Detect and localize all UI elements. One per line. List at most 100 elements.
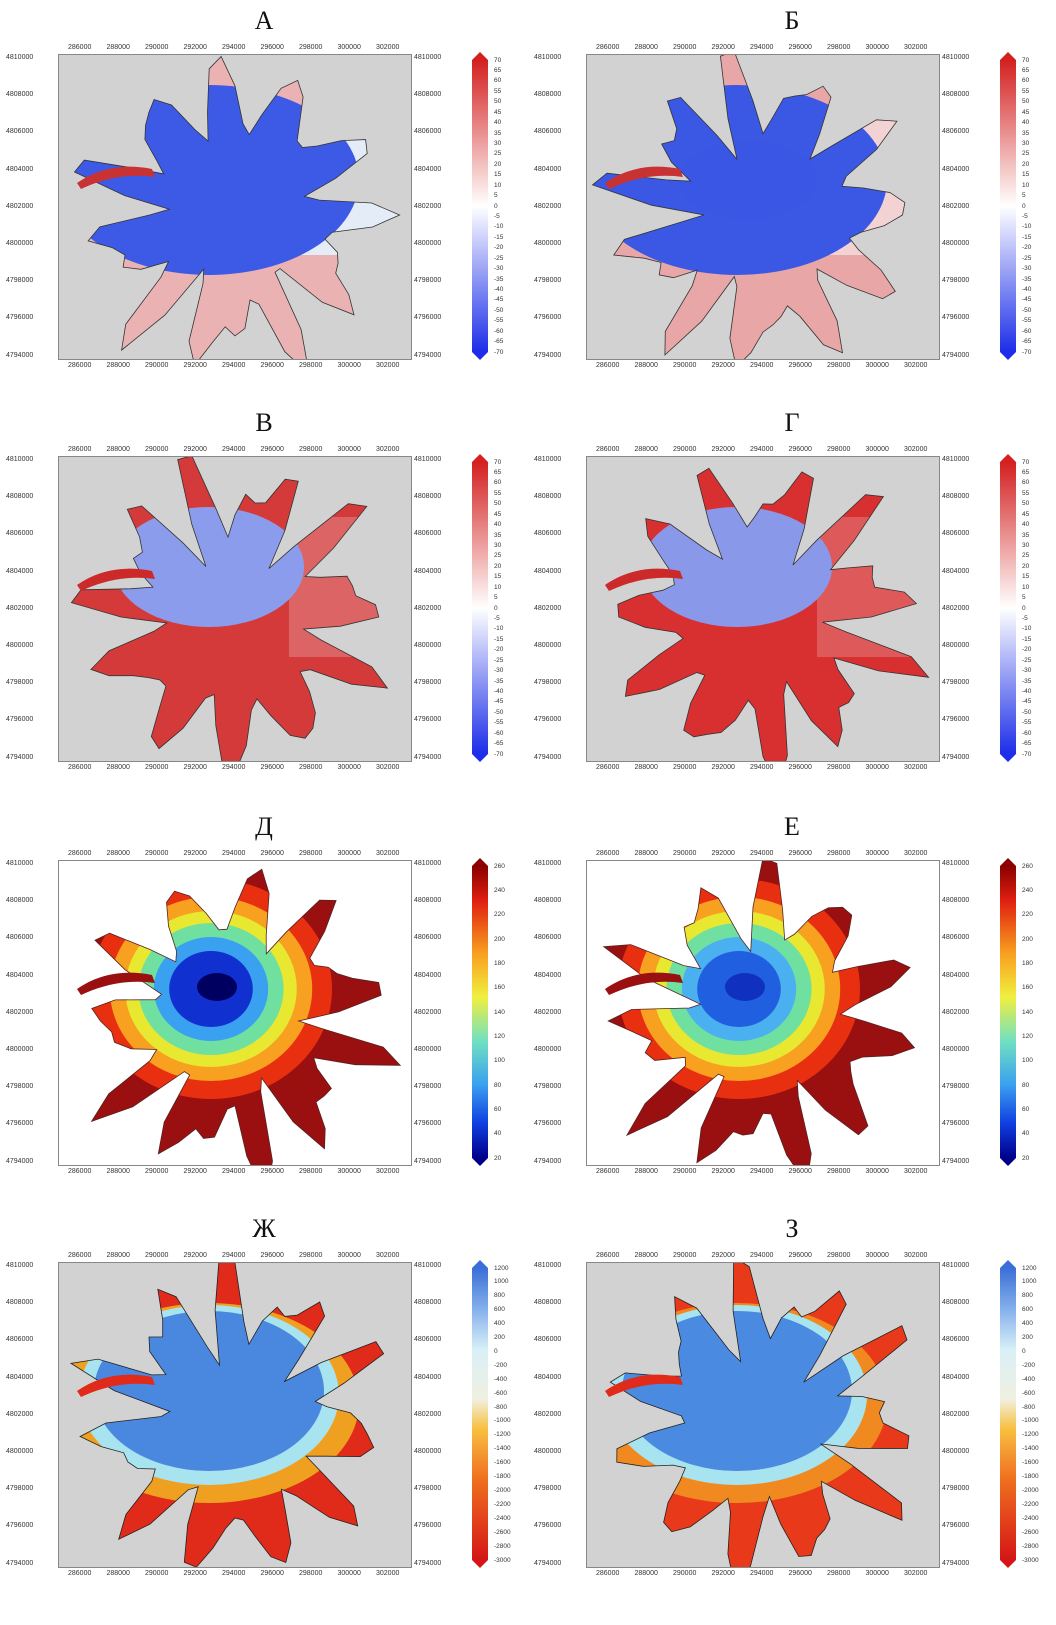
x-tick-label: 300000	[865, 1168, 889, 1175]
x-tick-label: 294000	[750, 1168, 774, 1175]
x-tick-label: 296000	[260, 1252, 284, 1259]
colorbar-gradient	[1000, 462, 1016, 754]
y-tick-label: 4804000	[942, 567, 970, 575]
map-panel: Д 286000 286000 288000 288000 290000 290000 292…	[0, 806, 528, 1212]
y-tick-label: 4810000	[942, 54, 970, 61]
x-tick-label: 286000	[68, 764, 92, 771]
colorbar-label: 50	[494, 98, 502, 106]
colorbar-label: -400	[1022, 1375, 1036, 1383]
colorbar-label: 60	[1022, 1105, 1030, 1113]
glacier-tongue	[605, 166, 683, 189]
x-tick-label: 288000	[634, 850, 658, 857]
x-tick-label: 302000	[904, 850, 928, 857]
x-tick-label: 286000	[68, 1168, 92, 1175]
colorbar	[1000, 858, 1016, 1166]
y-tick-label: 4808000	[6, 897, 34, 905]
colorbar-label: -40	[1022, 285, 1032, 293]
x-tick-label: 288000	[634, 362, 658, 369]
x-tick-label: 290000	[145, 362, 169, 369]
y-tick-label: 4802000	[942, 1008, 970, 1016]
x-tick-label: 298000	[299, 446, 323, 453]
y-tick-label: 4794000	[942, 1157, 970, 1165]
colorbar-label: -800	[1022, 1403, 1036, 1411]
x-tick-label: 298000	[299, 1570, 323, 1577]
y-tick-label: 4794000	[534, 1157, 562, 1165]
map-panel: Г 286000 286000 288000 288000 290000 290000 292…	[528, 402, 1056, 808]
y-tick-label: 4796000	[6, 314, 34, 322]
colorbar-gradient	[472, 1268, 488, 1560]
colorbar-label: -60	[1022, 327, 1032, 335]
x-tick-label: 292000	[183, 1570, 207, 1577]
y-tick-label: 4796000	[6, 1120, 34, 1128]
x-tick-label: 302000	[904, 362, 928, 369]
x-tick-label: 300000	[865, 446, 889, 453]
colorbar-label: -45	[1022, 296, 1032, 304]
map-plot	[586, 456, 940, 762]
colorbar-label: -600	[1022, 1389, 1036, 1397]
colorbar-label: 30	[1022, 139, 1030, 147]
colorbar-label: -70	[1022, 348, 1032, 356]
x-tick-label: 286000	[596, 1570, 620, 1577]
colorbar-label: 35	[494, 531, 502, 539]
y-tick-label: 4798000	[942, 679, 970, 687]
colorbar-label: 5	[1022, 192, 1026, 200]
colorbar-label: -15	[1022, 233, 1032, 241]
y-tick-label: 4810000	[534, 54, 562, 61]
x-tick-label: 300000	[337, 764, 361, 771]
y-tick-label: 4798000	[414, 1485, 442, 1493]
y-tick-label: 4804000	[942, 1373, 970, 1381]
y-tick-label: 4800000	[942, 642, 970, 649]
y-tick-label: 4804000	[534, 567, 562, 575]
colorbar-label: 200	[494, 1334, 505, 1342]
y-tick-label: 4808000	[942, 91, 970, 99]
y-tick-label: 4802000	[6, 202, 34, 210]
x-tick-label: 288000	[634, 1252, 658, 1259]
colorbar-min-arrow	[1000, 352, 1016, 360]
x-tick-label: 290000	[673, 44, 697, 51]
y-tick-label: 4798000	[414, 679, 442, 687]
y-tick-label: 4808000	[6, 91, 34, 99]
north-core	[149, 140, 289, 220]
colorbar-label: -10	[1022, 223, 1032, 231]
colorbar-label: 40	[1022, 1130, 1030, 1138]
y-tick-label: 4794000	[6, 1157, 34, 1165]
colorbar	[1000, 1260, 1016, 1568]
x-tick-label: 298000	[827, 1252, 851, 1259]
colorbar-label: 60	[1022, 479, 1030, 487]
map-panel: З 286000 286000 288000 288000 290000 290000 292…	[528, 1208, 1056, 1614]
colorbar-label: 60	[494, 1105, 502, 1113]
y-tick-label: 4806000	[6, 934, 34, 942]
x-tick-label: 296000	[260, 1570, 284, 1577]
colorbar-label: 260	[494, 862, 505, 870]
colorbar-label: 60	[494, 479, 502, 487]
colorbar-min-arrow	[472, 754, 488, 762]
panel-title: Е	[784, 812, 800, 841]
colorbar-label: 100	[1022, 1057, 1033, 1065]
colorbar-label: -50	[1022, 708, 1032, 716]
x-tick-label: 300000	[337, 362, 361, 369]
y-tick-label: 4800000	[534, 1448, 562, 1455]
colorbar-label: -30	[494, 265, 504, 273]
colorbar-label: 25	[1022, 552, 1030, 560]
y-tick-label: 4802000	[942, 202, 970, 210]
colorbar-label: -55	[494, 719, 504, 727]
y-tick-label: 4804000	[942, 971, 970, 979]
colorbar-max-arrow	[1000, 454, 1016, 462]
x-tick-label: 300000	[865, 1252, 889, 1259]
x-tick-label: 302000	[904, 1168, 928, 1175]
colorbar-label: 180	[494, 959, 505, 967]
colorbar-label: -5	[494, 212, 500, 220]
colorbar-label: 55	[1022, 489, 1030, 497]
colorbar-label: 1200	[494, 1264, 509, 1272]
y-tick-label: 4806000	[414, 1336, 442, 1344]
x-tick-label: 300000	[865, 764, 889, 771]
colorbar-label: 10	[494, 181, 502, 189]
x-tick-label: 296000	[260, 362, 284, 369]
colorbar-label: 45	[494, 510, 502, 518]
y-tick-label: 4800000	[942, 240, 970, 247]
y-tick-label: 4810000	[6, 456, 34, 463]
colorbar-label: 15	[1022, 171, 1030, 179]
y-tick-label: 4802000	[942, 1410, 970, 1418]
y-tick-label: 4810000	[6, 860, 34, 867]
y-tick-label: 4808000	[414, 1299, 442, 1307]
